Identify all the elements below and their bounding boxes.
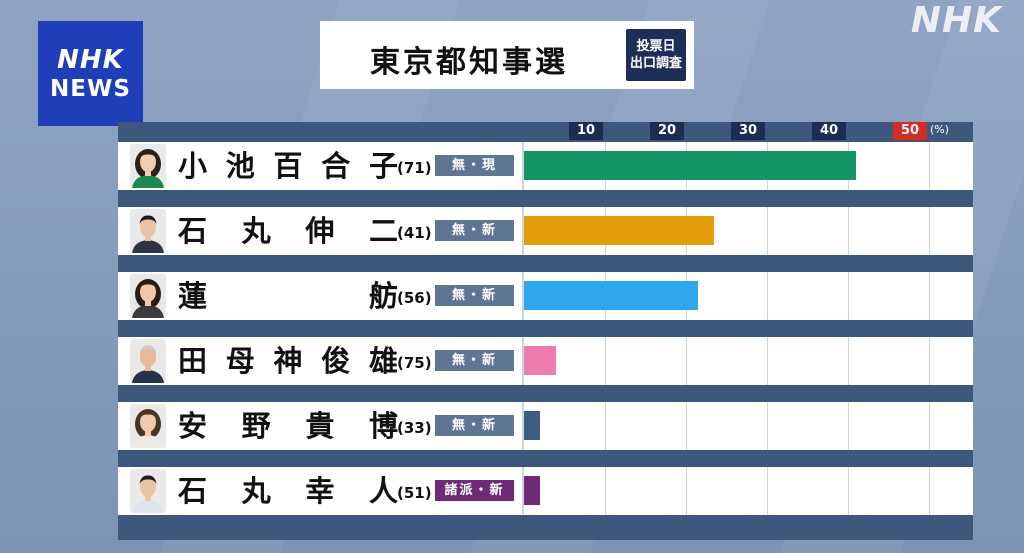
bar-plot-area xyxy=(522,272,975,320)
results-panel: 10 20 30 40 50 (%) 小 池 百 合 子 (71) 無・現石 丸 伸 二 (41)… xyxy=(118,122,973,540)
candidate-avatar xyxy=(130,209,166,253)
gridline xyxy=(686,402,687,450)
gridline xyxy=(848,402,849,450)
candidate-name: 石 丸 伸 二 xyxy=(178,214,398,248)
bar-plot-area xyxy=(522,467,975,515)
candidate-row: 安 野 貴 博 (33) 無・新 xyxy=(118,402,973,450)
result-bar xyxy=(524,476,541,505)
exit-poll-badge-line-1: 投票日 xyxy=(636,39,676,54)
gridline xyxy=(767,337,768,385)
candidate-row: 田 母 神 俊 雄 (75) 無・新 xyxy=(118,337,973,385)
bar-plot-area xyxy=(522,142,975,190)
x-tick-label: 20 xyxy=(650,122,684,140)
gridline xyxy=(848,337,849,385)
candidate-row: 石 丸 伸 二 (41) 無・新 xyxy=(118,207,973,255)
candidate-age: (75) xyxy=(397,354,432,372)
result-bar xyxy=(524,281,699,310)
candidate-name: 田 母 神 俊 雄 xyxy=(178,344,398,378)
gridline xyxy=(605,337,606,385)
gridline xyxy=(767,467,768,515)
candidate-age: (41) xyxy=(397,224,432,242)
x-axis-unit: (%) xyxy=(930,123,950,136)
gridline xyxy=(848,467,849,515)
exit-poll-badge: 投票日 出口調査 xyxy=(626,29,686,81)
portrait-icon xyxy=(132,215,164,253)
logo-line-2: NEWS xyxy=(50,75,131,102)
result-bar xyxy=(524,346,557,375)
chart-title: 東京都知事選 xyxy=(370,45,568,80)
candidate-age: (71) xyxy=(397,159,432,177)
candidate-name: 蓮 舫 xyxy=(178,279,398,313)
gridline xyxy=(929,207,930,255)
candidate-row: 小 池 百 合 子 (71) 無・現 xyxy=(118,142,973,190)
gridline xyxy=(929,142,930,190)
gridline xyxy=(929,337,930,385)
candidate-age: (56) xyxy=(397,289,432,307)
gridline xyxy=(605,402,606,450)
result-bar xyxy=(524,411,541,440)
gridline xyxy=(767,402,768,450)
gridline xyxy=(686,467,687,515)
candidate-avatar xyxy=(130,339,166,383)
gridline xyxy=(929,402,930,450)
party-badge: 無・新 xyxy=(435,220,514,241)
nhk-news-logo: NHK NEWS xyxy=(38,21,143,126)
gridline xyxy=(686,337,687,385)
bar-plot-area xyxy=(522,337,975,385)
candidate-name: 小 池 百 合 子 xyxy=(178,149,398,183)
bar-plot-area xyxy=(522,402,975,450)
party-badge: 無・新 xyxy=(435,415,514,436)
party-badge: 無・新 xyxy=(435,350,514,371)
x-tick-label: 40 xyxy=(812,122,846,140)
party-badge: 無・現 xyxy=(435,155,514,176)
portrait-icon xyxy=(132,345,164,383)
x-tick-label: 30 xyxy=(731,122,765,140)
candidate-avatar xyxy=(130,469,166,513)
candidate-name: 安 野 貴 博 xyxy=(178,409,398,443)
gridline xyxy=(929,467,930,515)
portrait-icon xyxy=(132,409,164,448)
nhk-watermark: NHK xyxy=(910,0,1002,41)
candidate-row: 石 丸 幸 人 (51) 諸派・新 xyxy=(118,467,973,515)
gridline xyxy=(929,272,930,320)
x-tick-label: 50 xyxy=(893,122,927,140)
result-bar xyxy=(524,216,715,245)
exit-poll-badge-line-2: 出口調査 xyxy=(629,56,682,71)
logo-line-1: NHK xyxy=(57,44,124,75)
party-badge: 無・新 xyxy=(435,285,514,306)
x-tick-label: 10 xyxy=(569,122,603,140)
candidate-avatar xyxy=(130,144,166,188)
candidate-age: (51) xyxy=(397,484,432,502)
candidate-avatar xyxy=(130,274,166,318)
gridline xyxy=(767,272,768,320)
gridline xyxy=(767,207,768,255)
candidate-name: 石 丸 幸 人 xyxy=(178,474,398,508)
portrait-icon xyxy=(132,149,164,188)
gridline xyxy=(848,272,849,320)
candidate-age: (33) xyxy=(397,419,432,437)
gridline xyxy=(848,207,849,255)
candidate-avatar xyxy=(130,404,166,448)
gridline xyxy=(605,467,606,515)
portrait-icon xyxy=(132,475,164,513)
result-bar xyxy=(524,151,857,180)
candidate-row: 蓮 舫 (56) 無・新 xyxy=(118,272,973,320)
party-badge: 諸派・新 xyxy=(435,480,514,501)
bar-plot-area xyxy=(522,207,975,255)
portrait-icon xyxy=(132,279,164,318)
chart-title-box: 東京都知事選 投票日 出口調査 xyxy=(320,21,694,89)
